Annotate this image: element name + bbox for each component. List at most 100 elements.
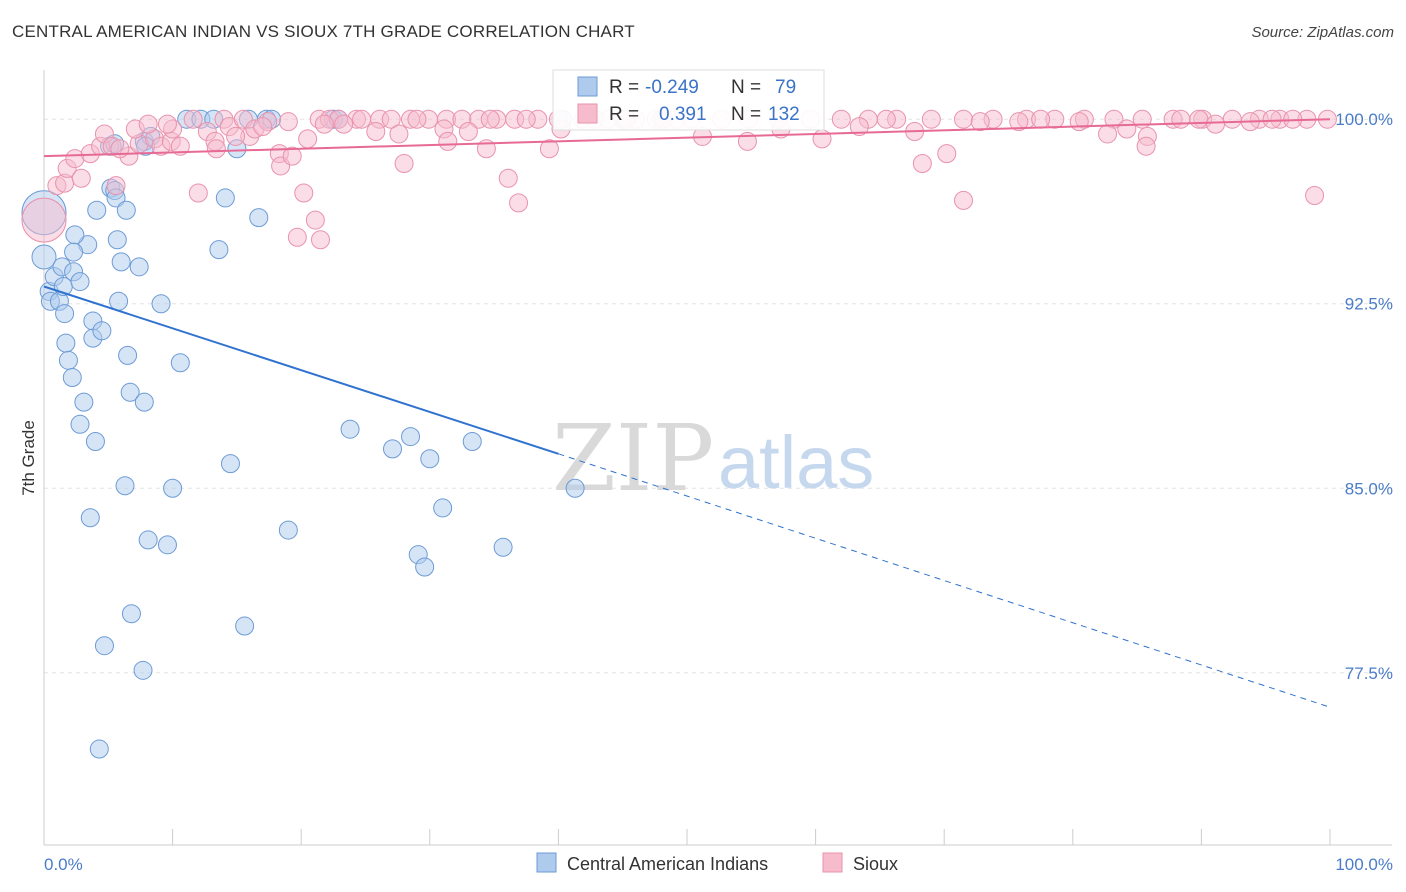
point-sioux <box>1069 112 1089 132</box>
y-tick-label: 100.0% <box>1335 110 1393 129</box>
point-sioux <box>305 210 325 230</box>
point-central-american-indians <box>157 535 177 555</box>
watermark-atlas: atlas <box>718 421 874 504</box>
bottom-legend-swatch-pink <box>822 852 843 873</box>
point-central-american-indians <box>170 353 190 373</box>
point-central-american-indians <box>116 200 136 220</box>
legend-n-label-2: N = <box>731 104 761 125</box>
chart-source: Source: ZipAtlas.com <box>1251 24 1394 41</box>
point-central-american-indians <box>129 257 149 277</box>
point-sioux <box>282 146 302 166</box>
point-central-american-indians <box>120 382 140 402</box>
point-sioux <box>334 114 354 134</box>
point-sioux <box>298 129 318 149</box>
trend-lines <box>43 118 1331 708</box>
legend-n-value-2: 132 <box>768 104 800 125</box>
bottom-legend-swatch-blue <box>536 852 557 873</box>
point-central-american-indians <box>151 294 171 314</box>
point-sioux <box>812 129 832 149</box>
point-sioux <box>509 193 529 213</box>
point-central-american-indians <box>133 660 153 680</box>
point-central-american-indians <box>401 427 421 447</box>
point-sioux <box>970 112 990 132</box>
y-tick-label: 92.5% <box>1345 295 1393 314</box>
point-central-american-indians <box>138 530 158 550</box>
point-sioux <box>831 109 851 129</box>
point-central-american-indians <box>115 476 135 496</box>
point-central-american-indians <box>62 368 82 388</box>
point-central-american-indians <box>415 557 435 577</box>
watermark: ZIP atlas <box>552 405 874 512</box>
point-central-american-indians <box>109 291 129 311</box>
point-central-american-indians <box>56 333 76 353</box>
trendline-sioux <box>43 118 1331 158</box>
point-sioux <box>1031 109 1051 129</box>
point-sioux <box>1171 109 1191 129</box>
point-sioux <box>1136 136 1156 156</box>
point-sioux <box>352 109 372 129</box>
point-central-american-indians <box>121 604 141 624</box>
trendline-central-american-indians <box>43 285 559 455</box>
point-sioux <box>21 197 67 243</box>
point-sioux <box>389 124 409 144</box>
point-sioux <box>937 144 957 164</box>
point-sioux <box>1189 109 1209 129</box>
point-central-american-indians <box>92 321 112 341</box>
bottom-legend-label-blue: Central American Indians <box>567 854 768 874</box>
point-central-american-indians <box>163 478 183 498</box>
point-sioux <box>206 139 226 159</box>
point-sioux <box>849 117 869 137</box>
point-sioux <box>170 136 190 156</box>
point-central-american-indians <box>462 432 482 452</box>
point-sioux <box>157 114 177 134</box>
point-sioux <box>106 176 126 196</box>
y-tick-label: 85.0% <box>1345 479 1393 498</box>
point-central-american-indians <box>134 392 154 412</box>
point-central-american-indians <box>249 208 269 228</box>
point-sioux <box>516 109 536 129</box>
point-central-american-indians <box>64 242 84 262</box>
bottom-legend-label-pink: Sioux <box>853 854 898 874</box>
point-sioux <box>539 139 559 159</box>
trendline-central-american-indians-extension <box>558 453 1331 708</box>
point-central-american-indians <box>433 498 453 518</box>
legend-r-label-1: R = <box>609 77 639 98</box>
point-sioux <box>480 109 500 129</box>
point-sioux <box>253 117 273 137</box>
point-sioux <box>1222 109 1242 129</box>
legend-n-label-1: N = <box>731 77 761 98</box>
point-sioux <box>366 122 386 142</box>
point-central-american-indians <box>220 454 240 474</box>
chart-title: CENTRAL AMERICAN INDIAN VS SIOUX 7TH GRA… <box>12 22 635 41</box>
y-axis-label: 7th Grade <box>19 420 38 496</box>
point-central-american-indians <box>74 392 94 412</box>
point-sioux <box>458 122 478 142</box>
point-central-american-indians <box>58 350 78 370</box>
point-central-american-indians <box>70 272 90 292</box>
point-central-american-indians <box>118 345 138 365</box>
point-sioux <box>71 168 91 188</box>
point-sioux <box>498 168 518 188</box>
point-central-american-indians <box>420 449 440 469</box>
legend-frame <box>552 69 825 131</box>
legend-swatch-blue <box>577 76 598 97</box>
point-sioux <box>314 114 334 134</box>
point-central-american-indians <box>94 636 114 656</box>
point-sioux <box>226 126 246 146</box>
point-sioux <box>294 183 314 203</box>
point-sioux <box>381 109 401 129</box>
point-sioux <box>921 109 941 129</box>
legend-box: R = -0.249 N = 79 R = 0.391 N = 132 <box>552 69 825 131</box>
legend-r-value-1: -0.249 <box>645 77 699 98</box>
point-central-american-indians <box>85 432 105 452</box>
point-sioux <box>188 183 208 203</box>
point-central-american-indians <box>565 478 585 498</box>
point-sioux <box>1117 119 1137 139</box>
x-tick-label-min: 0.0% <box>44 855 83 874</box>
point-sioux <box>278 112 298 132</box>
point-central-american-indians <box>383 439 403 459</box>
point-sioux <box>287 227 307 247</box>
point-central-american-indians <box>493 537 513 557</box>
bottom-legend: Central American Indians Sioux <box>536 852 898 874</box>
